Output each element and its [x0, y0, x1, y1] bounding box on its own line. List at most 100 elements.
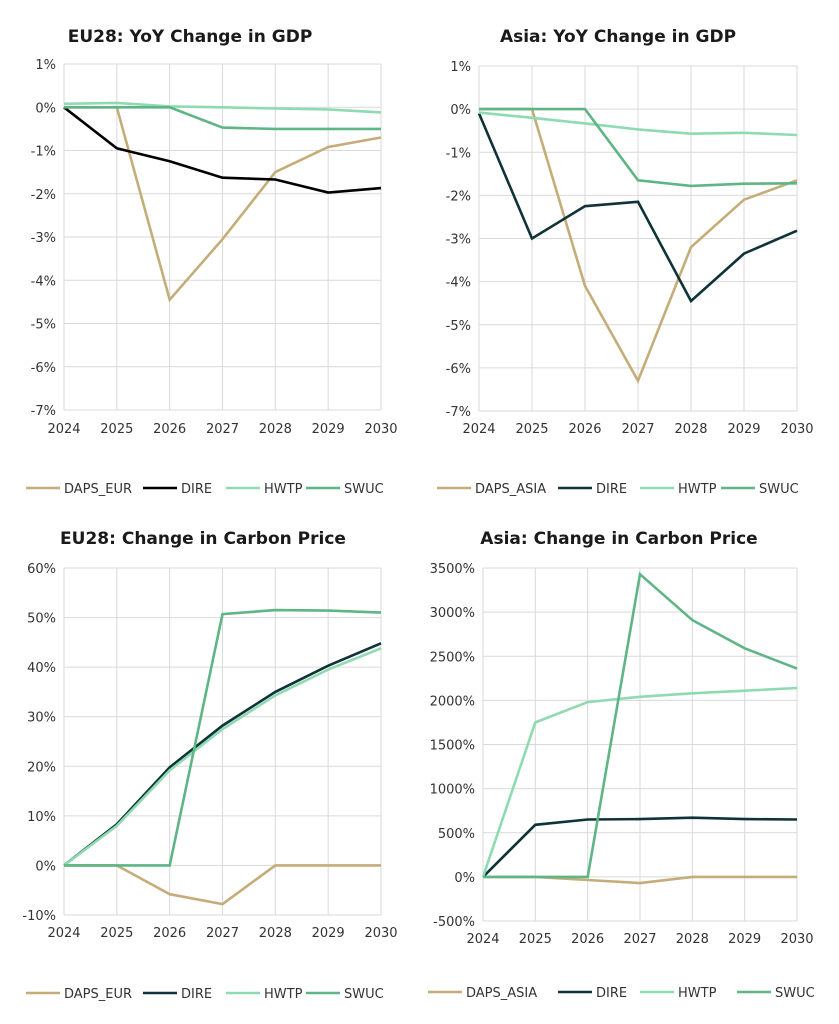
- y-tick-label: 1500%: [430, 739, 475, 754]
- legend-label: HWTP: [264, 482, 303, 497]
- series-line-swuc: [479, 107, 798, 188]
- legend-label: DIRE: [181, 482, 212, 497]
- y-tick-label: 3500%: [430, 562, 475, 577]
- x-tick-label: 2024: [47, 422, 80, 437]
- y-tick-label: 2500%: [430, 650, 475, 665]
- legend-label: SWUC: [344, 987, 384, 1002]
- y-tick-label: -1%: [446, 146, 471, 161]
- x-tick-label: 2028: [676, 932, 709, 947]
- chart-title: Asia: Change in Carbon Price: [480, 529, 757, 549]
- series-line-hwtp: [481, 686, 798, 878]
- series-line-hwtp: [478, 111, 798, 137]
- legend-label: DAPS_ASIA: [475, 482, 546, 497]
- legend-item: DAPS_EUR: [26, 987, 132, 1002]
- legend-label: DIRE: [596, 986, 627, 1001]
- legend-item: DIRE: [558, 482, 627, 497]
- legend-label: HWTP: [678, 482, 717, 497]
- x-tick-label: 2026: [153, 926, 186, 941]
- x-tick-label: 2026: [571, 932, 604, 947]
- x-tick-label: 2027: [623, 932, 656, 947]
- x-tick-label: 2024: [466, 932, 499, 947]
- legend-item: SWUC: [721, 482, 799, 497]
- series-line-swuc: [64, 106, 381, 131]
- x-tick-label: 2028: [259, 422, 292, 437]
- y-tick-label: 10%: [27, 810, 56, 825]
- y-tick-label: -500%: [433, 915, 475, 930]
- y-tick-label: -2%: [31, 188, 56, 203]
- x-tick-label: 2029: [728, 932, 761, 947]
- y-tick-label: -5%: [31, 318, 56, 333]
- y-tick-label: 0%: [454, 871, 475, 886]
- x-tick-label: 2025: [519, 932, 552, 947]
- y-tick-label: 1000%: [430, 783, 475, 798]
- y-tick-label: 1%: [35, 58, 56, 73]
- y-tick-label: -1%: [31, 145, 56, 160]
- legend-label: HWTP: [678, 986, 717, 1001]
- x-tick-label: 2027: [621, 422, 654, 437]
- chart-asia-carbon-svg: Asia: Change in Carbon Price 3500% 3000% 25…: [428, 529, 815, 1001]
- y-tick-label: 50%: [27, 612, 56, 627]
- x-tick-label: 2027: [206, 926, 239, 941]
- chart-eu28-carbon-svg: EU28: Change in Carbon Price 60% 50% 40% 30%…: [22, 529, 397, 1002]
- series-line-swuc: [483, 571, 798, 879]
- legend-label: DIRE: [181, 987, 212, 1002]
- x-tick-label: 2028: [259, 926, 292, 941]
- y-tick-label: 500%: [438, 827, 475, 842]
- y-tick-label: -4%: [446, 276, 471, 291]
- x-tick-label: 2030: [364, 422, 397, 437]
- chart-asia-gdp: Asia: YoY Change in GDP 1% 0% -1% -2% -3% -4% -…: [419, 0, 839, 505]
- legend-item: HWTP: [640, 482, 717, 497]
- x-tick-label: 2029: [312, 422, 345, 437]
- y-tick-label: -6%: [31, 361, 56, 376]
- chart-eu28-gdp-svg: EU28: YoY Change in GDP 1% 0% -1% -2% -3% -4% -…: [26, 27, 398, 497]
- y-tick-label: -7%: [31, 404, 56, 419]
- x-tick-label: 2029: [312, 926, 345, 941]
- legend-label: SWUC: [344, 482, 384, 497]
- y-tick-label: -5%: [446, 319, 471, 334]
- x-tick-label: 2030: [780, 422, 813, 437]
- x-tick-label: 2027: [206, 422, 239, 437]
- y-tick-label: 0%: [35, 101, 56, 116]
- legend-item: DIRE: [558, 986, 627, 1001]
- y-tick-label: 2000%: [430, 694, 475, 709]
- series-line-dire: [63, 106, 382, 194]
- legend-label: DAPS_EUR: [64, 482, 132, 497]
- x-tick-label: 2025: [100, 926, 133, 941]
- series-line-swuc: [64, 608, 382, 867]
- x-tick-label: 2025: [100, 422, 133, 437]
- y-tick-label: -2%: [446, 189, 471, 204]
- y-tick-label: 0%: [35, 859, 56, 874]
- y-tick-label: -4%: [31, 274, 56, 289]
- legend-item: DAPS_ASIA: [437, 482, 546, 497]
- legend-item: HWTP: [226, 482, 303, 497]
- legend-label: DAPS_ASIA: [466, 986, 537, 1001]
- chart-eu28-carbon: EU28: Change in Carbon Price 60% 50% 40% 30%…: [0, 505, 420, 1024]
- x-tick-label: 2024: [47, 926, 80, 941]
- x-tick-label: 2029: [727, 422, 760, 437]
- x-tick-label: 2028: [674, 422, 707, 437]
- legend-item: HWTP: [226, 987, 303, 1002]
- legend-item: HWTP: [640, 986, 717, 1001]
- x-tick-label: 2026: [568, 422, 601, 437]
- series-line-hwtp: [63, 101, 382, 114]
- chart-title: EU28: Change in Carbon Price: [60, 529, 346, 549]
- series-line-dire: [482, 816, 798, 878]
- x-tick-label: 2026: [153, 422, 186, 437]
- y-tick-label: -6%: [446, 362, 471, 377]
- legend-item: SWUC: [306, 987, 384, 1002]
- chart-eu28-gdp: EU28: YoY Change in GDP 1% 0% -1% -2% -3% -4% -…: [0, 0, 420, 505]
- legend-item: SWUC: [737, 986, 815, 1001]
- y-tick-label: 40%: [27, 661, 56, 676]
- legend-item: DIRE: [143, 987, 212, 1002]
- y-tick-label: 30%: [27, 711, 56, 726]
- y-tick-label: -7%: [446, 405, 471, 420]
- legend-item: DAPS_EUR: [26, 482, 132, 497]
- chart-asia-carbon: Asia: Change in Carbon Price 3500% 3000% 25…: [419, 505, 839, 1024]
- legend-item: DAPS_ASIA: [428, 986, 537, 1001]
- series-line-hwtp: [63, 647, 382, 867]
- y-tick-label: 20%: [27, 760, 56, 775]
- x-tick-label: 2025: [515, 422, 548, 437]
- x-tick-label: 2024: [462, 422, 495, 437]
- y-tick-label: -10%: [22, 909, 56, 924]
- y-tick-label: -3%: [31, 231, 56, 246]
